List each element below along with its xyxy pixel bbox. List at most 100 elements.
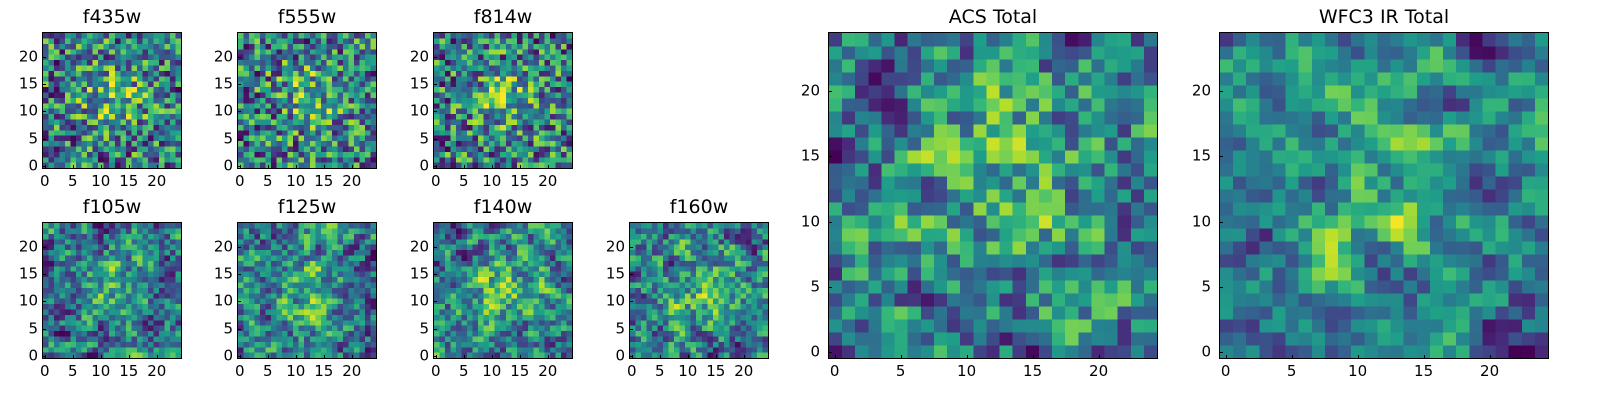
- heatmap-cell: [81, 33, 88, 39]
- heatmap-cell: [729, 309, 735, 315]
- heatmap-cell: [549, 244, 556, 251]
- heatmap-cell: [243, 49, 250, 55]
- heatmap-cell: [131, 347, 137, 353]
- panel-acs_total: ACS Total 0 5 10 15 20 0 5 10 15 20: [801, 6, 1158, 379]
- heatmap-cell: [538, 146, 545, 152]
- heatmap-cell: [254, 151, 261, 158]
- heatmap-cell: [81, 43, 88, 50]
- heatmap-cell: [109, 124, 115, 131]
- heatmap-cell: [560, 325, 567, 332]
- y-tick-label: 15: [18, 74, 38, 93]
- heatmap-cell: [282, 146, 288, 152]
- heatmap-cell: [359, 341, 366, 348]
- heatmap-cell: [293, 277, 299, 283]
- heatmap-cell: [685, 228, 691, 234]
- heatmap-cell: [544, 304, 551, 310]
- heatmap-cell: [320, 255, 327, 261]
- heatmap-cell: [718, 250, 724, 256]
- heatmap-cell: [829, 111, 843, 125]
- heatmap-cell: [65, 331, 71, 337]
- heatmap-cell: [445, 320, 451, 326]
- heatmap-cell: [331, 130, 338, 136]
- heatmap-cell: [114, 60, 121, 66]
- heatmap-cell: [370, 293, 376, 299]
- heatmap-cell: [489, 103, 495, 109]
- heatmap-cell: [158, 141, 165, 147]
- heatmap-cell: [175, 347, 181, 353]
- heatmap-cell: [243, 287, 250, 294]
- heatmap-cell: [293, 325, 299, 332]
- heatmap-cell: [260, 347, 266, 353]
- heatmap-cell: [505, 130, 512, 136]
- heatmap-cell: [472, 320, 479, 326]
- heatmap-cell: [114, 304, 121, 310]
- heatmap-cell: [125, 49, 132, 55]
- heatmap-cell: [947, 202, 961, 216]
- heatmap-cell: [1091, 280, 1105, 294]
- heatmap-cell: [326, 33, 332, 39]
- heatmap-cell: [337, 76, 343, 82]
- x-tick-label: 15: [510, 172, 530, 190]
- heatmap-cell: [59, 304, 66, 310]
- heatmap-cell: [142, 282, 148, 288]
- heatmap-cell: [342, 309, 349, 315]
- heatmap-cell: [304, 97, 310, 104]
- heatmap-cell: [331, 266, 338, 272]
- heatmap-cell: [756, 304, 763, 310]
- heatmap-cell: [439, 135, 446, 142]
- heatmap-cell: [59, 298, 66, 305]
- heatmap-cell: [511, 336, 517, 342]
- heatmap-cell: [320, 151, 327, 158]
- heatmap-cell: [1078, 254, 1092, 268]
- heatmap-cell: [337, 325, 343, 332]
- heatmap-cell: [516, 87, 523, 93]
- heatmap-cell: [478, 162, 484, 168]
- heatmap-cell: [271, 228, 277, 234]
- heatmap-cell: [907, 124, 922, 138]
- heatmap-cell: [456, 336, 462, 342]
- heatmap-cell: [304, 255, 310, 261]
- heatmap-cell: [298, 81, 305, 88]
- heatmap-cell: [59, 151, 66, 158]
- heatmap-cell: [549, 298, 556, 305]
- heatmap-cell: [544, 124, 551, 131]
- heatmap-cell: [65, 325, 71, 332]
- heatmap-cell: [359, 287, 366, 294]
- heatmap-cell: [986, 319, 1000, 333]
- heatmap-cell: [756, 336, 763, 342]
- heatmap-cell: [933, 293, 948, 307]
- heatmap-cell: [657, 271, 664, 278]
- heatmap-cell: [359, 92, 366, 98]
- heatmap-cell: [483, 255, 490, 261]
- heatmap-cell: [364, 255, 371, 261]
- heatmap-cell: [364, 54, 371, 61]
- heatmap-cell: [87, 255, 93, 261]
- heatmap-cell: [103, 49, 110, 55]
- heatmap-cell: [238, 347, 244, 353]
- heatmap-cell: [549, 157, 556, 163]
- heatmap-cell: [467, 130, 473, 136]
- heatmap-cell: [331, 347, 338, 353]
- heatmap-cell: [76, 70, 82, 77]
- heatmap-cell: [298, 103, 305, 109]
- heatmap-cell: [544, 151, 551, 158]
- heatmap-cell: [701, 282, 708, 288]
- heatmap-cell: [685, 271, 691, 278]
- heatmap-cell: [439, 114, 446, 120]
- heatmap-cell: [315, 33, 321, 39]
- heatmap-cell: [309, 54, 316, 61]
- heatmap-cell: [690, 271, 697, 278]
- heatmap-cell: [309, 135, 316, 142]
- heatmap-cell: [456, 87, 462, 93]
- heatmap-cell: [158, 304, 165, 310]
- heatmap-cell: [652, 271, 658, 278]
- heatmap-cell: [635, 287, 642, 294]
- heatmap-cell: [538, 260, 545, 267]
- heatmap-cell: [505, 266, 512, 272]
- heatmap-cell: [527, 81, 534, 88]
- heatmap-cell: [445, 347, 451, 353]
- heatmap-cell: [353, 146, 360, 152]
- heatmap-cell: [238, 135, 244, 142]
- heatmap-cell: [48, 60, 55, 66]
- heatmap-cell: [467, 287, 473, 294]
